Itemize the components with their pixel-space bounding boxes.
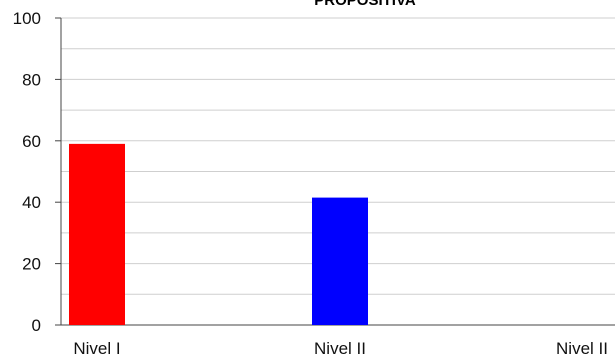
- y-tick-label: 80: [22, 70, 41, 89]
- x-category-label: Nivel II: [314, 339, 366, 358]
- y-tick-label: 100: [13, 9, 41, 28]
- x-category-label: Nivel I: [73, 339, 120, 358]
- chart-title: PROPOSITIVA: [314, 0, 416, 9]
- y-tick-label: 0: [32, 316, 41, 335]
- y-tick-label: 60: [22, 132, 41, 151]
- y-tick-label: 20: [22, 255, 41, 274]
- bar: [312, 197, 368, 325]
- x-category-label: Nivel II: [556, 339, 608, 358]
- bar: [69, 143, 125, 325]
- y-tick-label: 40: [22, 193, 41, 212]
